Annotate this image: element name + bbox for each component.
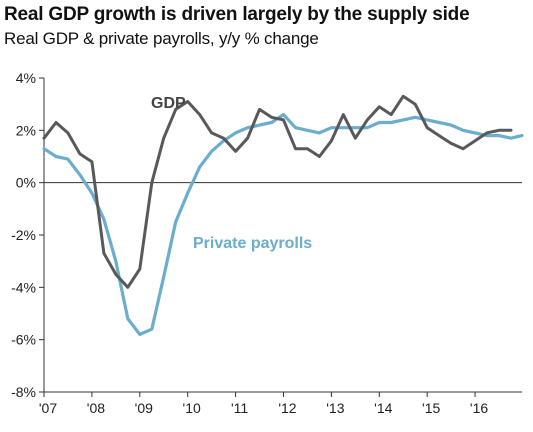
chart-lines bbox=[42, 94, 524, 336]
y-tick-label: -8% bbox=[11, 384, 36, 400]
y-tick-label: -4% bbox=[11, 279, 36, 295]
x-tick-label: '14 bbox=[374, 400, 392, 416]
x-tick-label: '10 bbox=[183, 400, 201, 416]
y-tick-label: -2% bbox=[11, 227, 36, 243]
x-tick-label: '07 bbox=[39, 400, 57, 416]
y-tick-label: 0% bbox=[16, 175, 36, 191]
x-tick-label: '16 bbox=[470, 400, 488, 416]
x-tick-label: '12 bbox=[278, 400, 296, 416]
x-tick-label: '11 bbox=[231, 400, 248, 416]
chart-subtitle: Real GDP & private payrolls, y/y % chang… bbox=[4, 29, 319, 48]
chart-labels: GDP Private payrolls bbox=[151, 95, 312, 252]
gdp-label: GDP bbox=[151, 95, 186, 112]
chart-title: Real GDP growth is driven largely by the… bbox=[4, 4, 470, 25]
x-tick-label: '08 bbox=[87, 400, 105, 416]
gdp-series-line bbox=[42, 94, 513, 289]
y-tick-label: 4% bbox=[16, 70, 36, 86]
chart-axes: 4% 2% 0% -2% -4% -6% -8%'07 '08 '09 '10 '11 '12 '13 '… bbox=[11, 70, 522, 416]
x-tick-label: '13 bbox=[326, 400, 344, 416]
y-tick-label: 2% bbox=[16, 122, 36, 138]
payrolls-series-line bbox=[42, 112, 524, 336]
y-tick-label: -6% bbox=[11, 332, 36, 348]
x-tick-label: '15 bbox=[422, 400, 440, 416]
private-payrolls-label: Private payrolls bbox=[193, 235, 312, 252]
x-tick-label: '09 bbox=[135, 400, 153, 416]
